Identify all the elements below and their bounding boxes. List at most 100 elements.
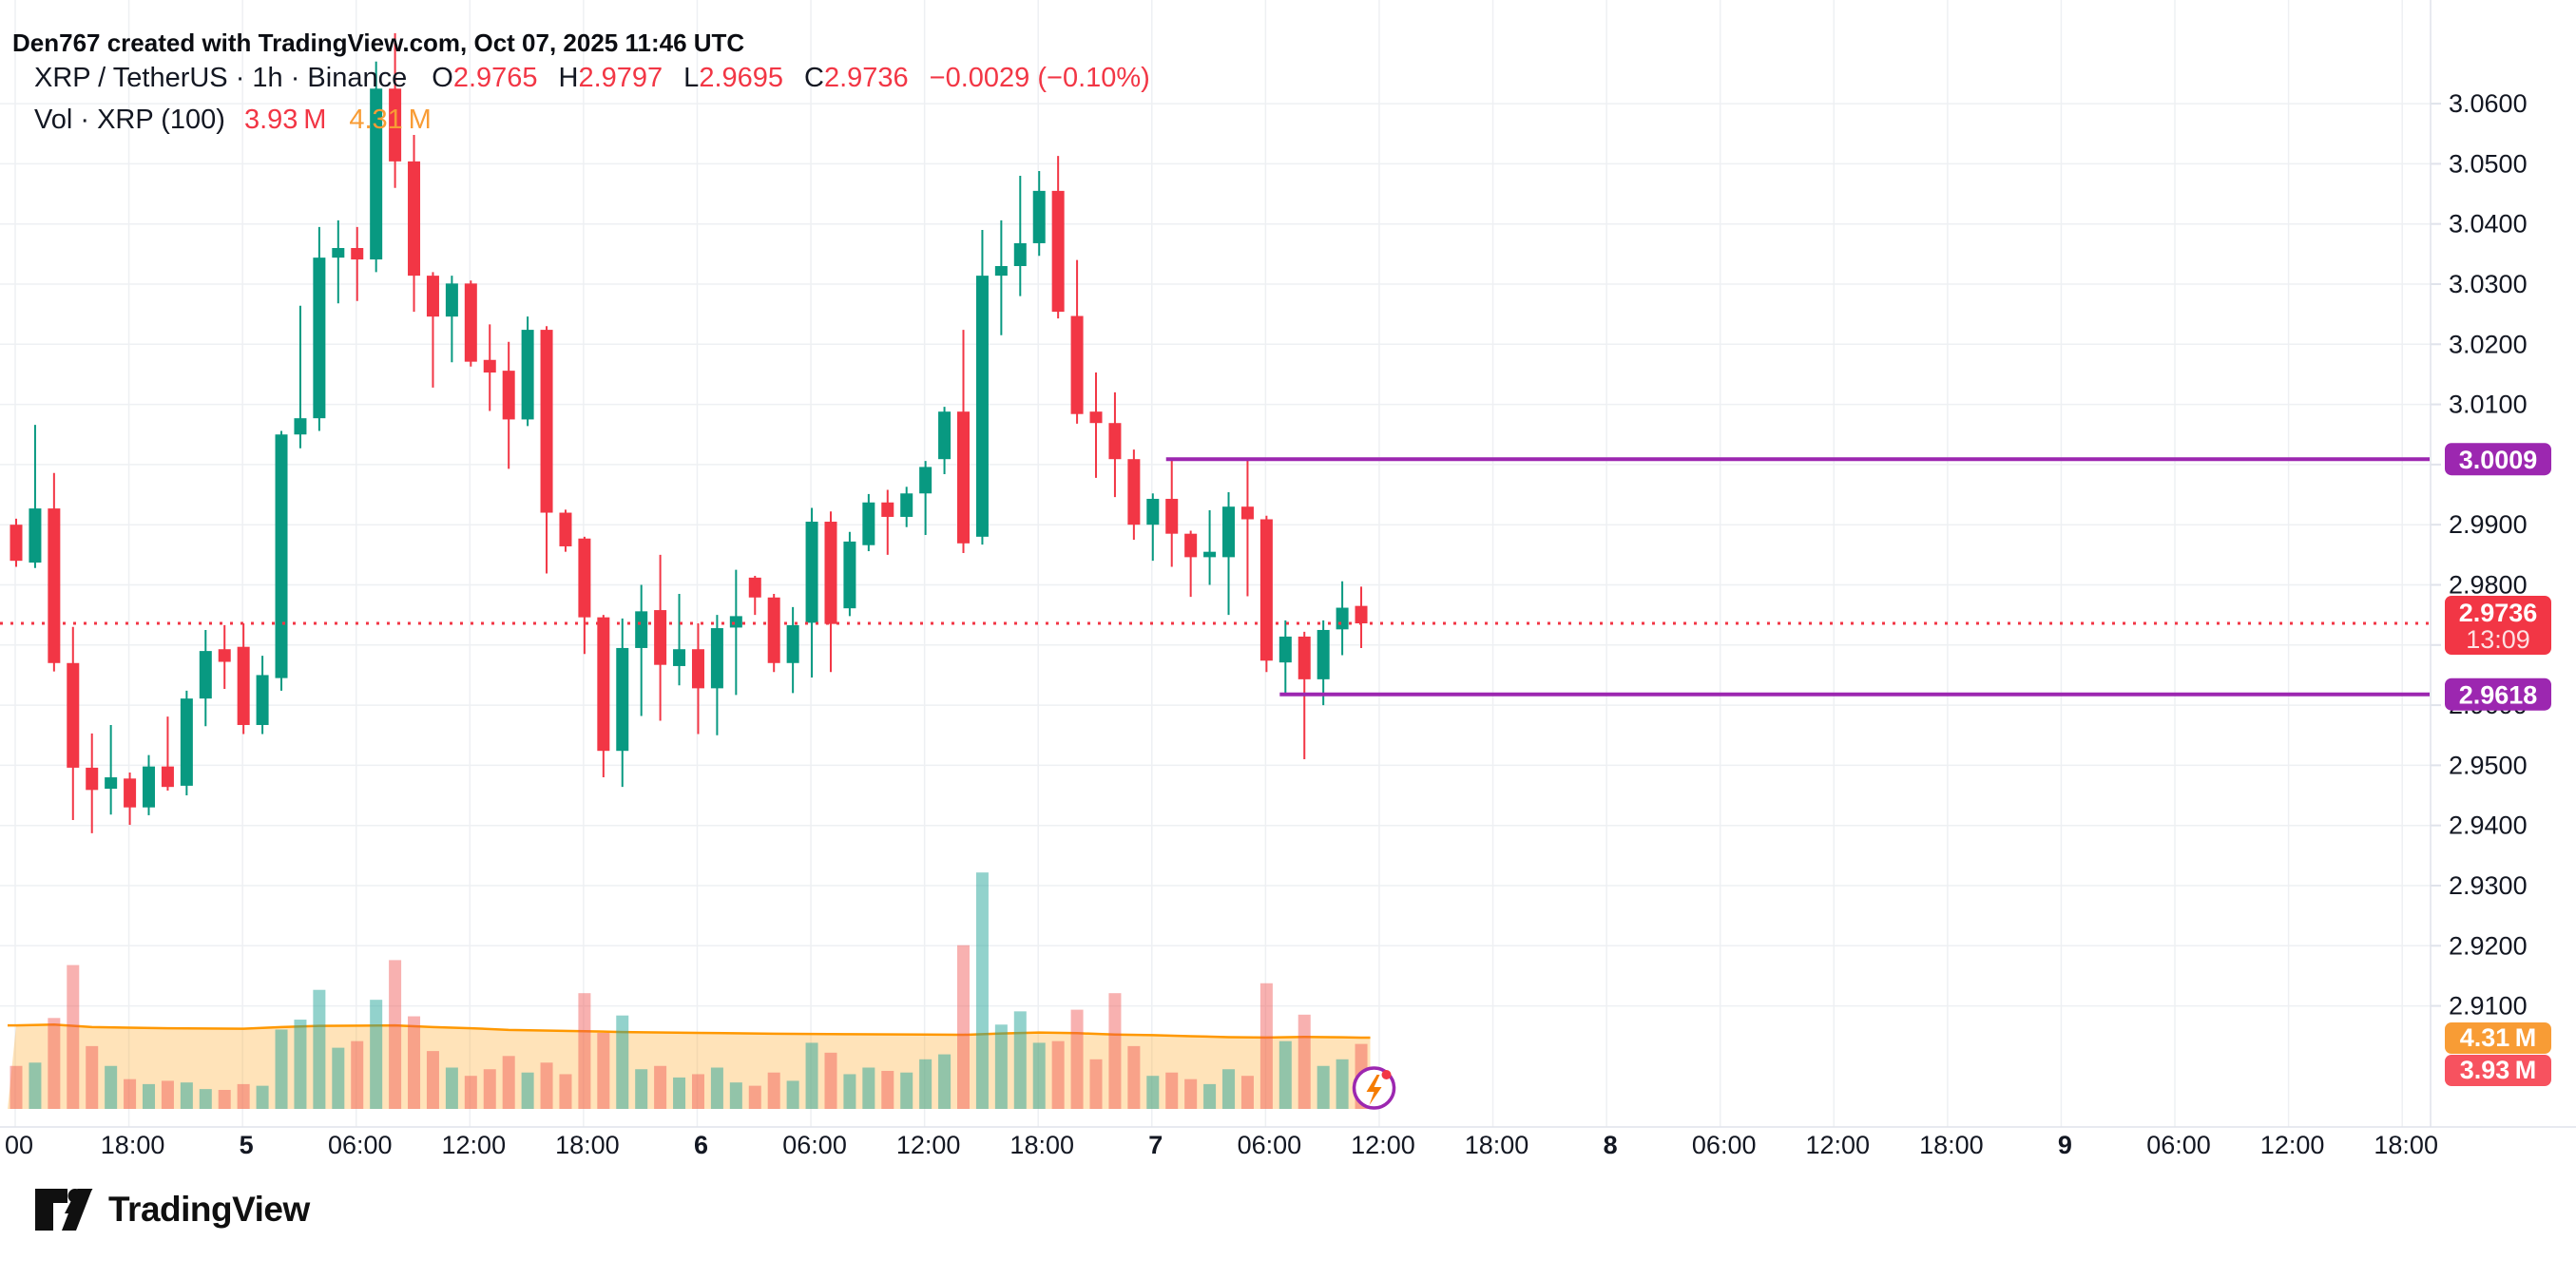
candle [521, 330, 534, 420]
price-tick-label: 2.9100 [2449, 992, 2528, 1021]
volume-bar [1108, 993, 1122, 1109]
volume-bar [124, 1079, 137, 1109]
time-tick-label: 18:00 [1009, 1131, 1074, 1159]
time-tick-label: 18:00 [555, 1131, 620, 1159]
candle [1070, 315, 1084, 414]
time-tick-label: 8 [1604, 1131, 1618, 1159]
candle [67, 662, 80, 768]
candle [559, 512, 572, 546]
candle [1298, 636, 1311, 679]
candle [389, 88, 402, 162]
volume-bar [237, 1083, 250, 1109]
time-tick-label: 12:00 [896, 1131, 961, 1159]
candle [370, 88, 383, 260]
volume-bar [919, 1059, 932, 1109]
candle [1240, 506, 1254, 520]
price-tick-label: 3.0400 [2449, 210, 2528, 239]
svg-text:2.9618: 2.9618 [2459, 681, 2538, 710]
volume-bar [1317, 1065, 1330, 1109]
candle [1146, 498, 1160, 525]
volume-bar [957, 945, 970, 1109]
volume-bar [1240, 1076, 1254, 1109]
time-tick-label: 9 [2058, 1131, 2072, 1159]
candle [313, 258, 326, 419]
volume-bar [143, 1083, 156, 1109]
candle [824, 522, 837, 624]
price-axis[interactable]: 2.91002.92002.93002.94002.95002.96002.97… [2431, 89, 2528, 1021]
volume-bar [1336, 1059, 1349, 1109]
time-tick-label: 5 [240, 1131, 254, 1159]
candle [957, 411, 970, 544]
price-tick-label: 3.0200 [2449, 330, 2528, 358]
volume-bar [559, 1074, 572, 1109]
volume-bar [313, 989, 326, 1109]
volume-ma-line [8, 1023, 1371, 1040]
time-tick-label: 06:00 [1238, 1131, 1302, 1159]
candle [29, 508, 42, 563]
volume-bar [767, 1072, 780, 1109]
candle [275, 434, 288, 678]
volume-bar [502, 1056, 515, 1109]
candle [673, 649, 686, 666]
candle [124, 778, 137, 808]
volume-bar [1146, 1076, 1160, 1109]
volume-bar [900, 1072, 913, 1109]
grid-lines [0, 0, 2431, 1127]
candle [767, 597, 780, 663]
time-axis[interactable]: 00 18:00 5 06:00 12:00 18:00 6 06:00 12:00 18:00 7… [5, 1131, 2438, 1159]
time-tick-label: 12:00 [1805, 1131, 1870, 1159]
volume-bar [616, 1015, 629, 1109]
price-tick-label: 3.0300 [2449, 270, 2528, 298]
candle [1336, 607, 1349, 630]
symbol-title[interactable]: XRP / TetherUS · 1h · Binance [34, 62, 408, 93]
candle [710, 628, 723, 689]
volume-indicator-label[interactable]: Vol · XRP (100) [34, 104, 225, 135]
volume-bar [1259, 983, 1273, 1109]
price-tick-label: 3.0600 [2449, 89, 2528, 118]
volume-bar [370, 1000, 383, 1109]
candle [1013, 242, 1027, 266]
volume-bar [86, 1045, 99, 1109]
svg-text:4.31 M: 4.31 M [2460, 1023, 2536, 1052]
time-tick-label: 12:00 [2260, 1131, 2325, 1159]
volume-ma-badge [2445, 1022, 2551, 1055]
tradingview-logo[interactable]: TradingView [34, 1188, 310, 1231]
candle [199, 651, 212, 699]
volume-bar [408, 1016, 421, 1109]
time-tick-label: 12:00 [442, 1131, 507, 1159]
candle [1184, 533, 1198, 558]
candle [938, 411, 952, 460]
candle [1089, 411, 1103, 424]
volume-bar [1165, 1072, 1179, 1109]
candle [180, 698, 193, 786]
svg-text:2.9736: 2.9736 [2459, 599, 2538, 627]
volume-bar [578, 993, 591, 1109]
volume-bar [1203, 1083, 1217, 1109]
volume-bar [994, 1024, 1008, 1109]
realtime-bolt-icon[interactable] [1352, 1066, 1396, 1110]
close-value: 2.9736 [823, 62, 909, 93]
time-tick-label: 18:00 [101, 1131, 165, 1159]
volume-bar [389, 960, 402, 1109]
candle [691, 649, 704, 689]
volume-bar [843, 1074, 856, 1109]
volume-bar [294, 1020, 307, 1109]
time-tick-label: 00 [5, 1131, 33, 1159]
axes[interactable]: 2.91002.92002.93002.94002.95002.96002.97… [0, 0, 2576, 1159]
candle [597, 617, 610, 752]
price-tick-label: 2.9300 [2449, 871, 2528, 900]
volume-bar [1222, 1069, 1236, 1109]
time-tick-label: 18:00 [1465, 1131, 1529, 1159]
level-price-badge [2445, 443, 2551, 476]
price-tick-label: 2.9900 [2449, 510, 2528, 539]
volume-bar [1051, 1040, 1065, 1109]
price-tick-label: 3.0100 [2449, 391, 2528, 419]
time-tick-label: 12:00 [1351, 1131, 1415, 1159]
candle [1051, 190, 1065, 313]
volume-bar [1032, 1042, 1046, 1109]
candle [994, 265, 1008, 277]
volume-bar [862, 1067, 875, 1109]
candle [1127, 459, 1141, 525]
